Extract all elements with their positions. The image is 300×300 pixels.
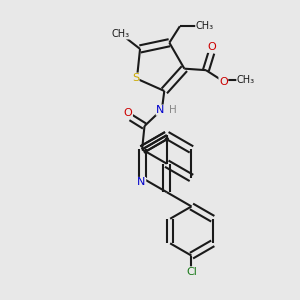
Text: CH₃: CH₃ (112, 29, 130, 39)
Text: O: O (208, 42, 216, 52)
Text: O: O (124, 108, 132, 118)
Text: CH₃: CH₃ (237, 75, 255, 85)
Text: N: N (137, 177, 146, 188)
Text: H: H (169, 105, 177, 115)
Text: Cl: Cl (186, 267, 197, 277)
Text: N: N (156, 105, 165, 115)
Text: S: S (132, 73, 139, 83)
Text: CH₃: CH₃ (196, 21, 214, 31)
Text: O: O (219, 76, 228, 87)
